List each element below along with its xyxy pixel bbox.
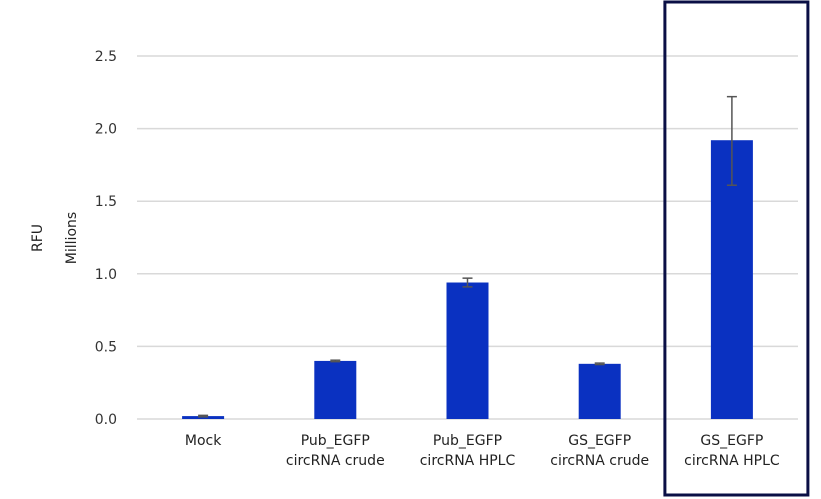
error-bar — [594, 362, 605, 366]
y-tick-label: 0.5 — [95, 339, 117, 355]
y-tick-label: 1.5 — [95, 194, 117, 210]
x-tick-label: Pub_EGFP — [301, 433, 370, 449]
y-tick-label: 1.0 — [95, 267, 117, 283]
y-tick-label: 2.5 — [95, 49, 117, 65]
x-tick-label: GS_EGFP — [568, 433, 631, 449]
x-tick-label: circRNA crude — [286, 453, 385, 469]
y-tick-label: 2.0 — [95, 122, 117, 138]
bar — [578, 363, 621, 419]
y-axis-unit-label: Millions — [64, 212, 80, 264]
x-tick-label: Mock — [185, 433, 222, 449]
error-bar — [198, 414, 209, 418]
x-tick-label: circRNA HPLC — [684, 453, 780, 469]
x-tick-label: circRNA crude — [550, 453, 649, 469]
error-bar — [726, 95, 737, 186]
bar — [710, 140, 753, 419]
x-tick-label: GS_EGFP — [700, 433, 763, 449]
x-tick-label: circRNA HPLC — [420, 453, 516, 469]
x-tick-label: Pub_EGFP — [433, 433, 502, 449]
y-axis-label: RFU — [30, 224, 46, 252]
error-bar — [330, 359, 341, 363]
error-bar — [462, 277, 473, 288]
y-tick-label: 0.0 — [95, 412, 117, 428]
bar — [446, 282, 489, 419]
bar — [314, 360, 357, 419]
highlight-box — [663, 0, 810, 497]
